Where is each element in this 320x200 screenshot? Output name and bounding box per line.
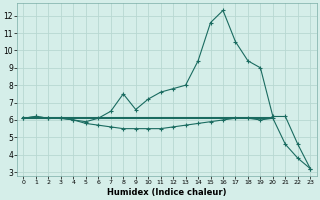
X-axis label: Humidex (Indice chaleur): Humidex (Indice chaleur) (107, 188, 227, 197)
